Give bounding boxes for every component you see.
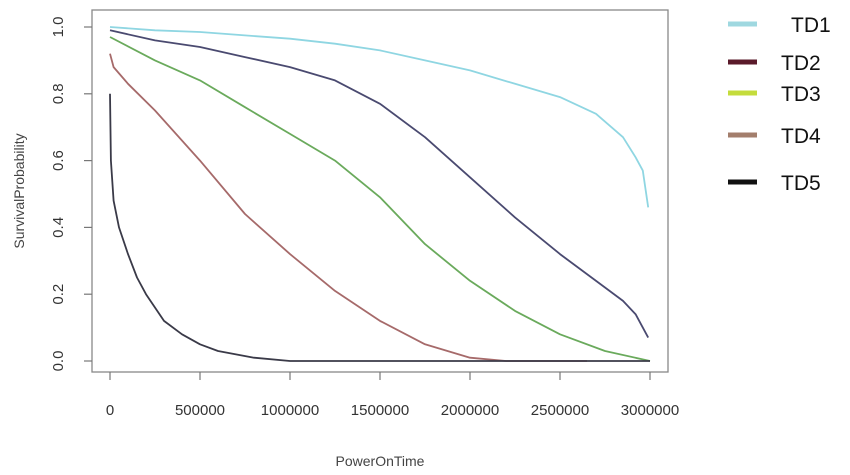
x-axis-title: PowerOnTime: [336, 453, 425, 469]
x-tick-label: 1000000: [261, 402, 319, 419]
x-axis: 0 500000 1000000 1500000 2000000 2500000 30000…: [106, 372, 679, 419]
y-tick-label: 0.6: [50, 150, 67, 171]
x-tick-label: 3000000: [621, 402, 679, 419]
x-tick-label: 500000: [175, 402, 225, 419]
series-lines: [109, 26, 651, 362]
y-axis-title: SurvivalProbability: [11, 133, 27, 248]
x-tick-label: 2500000: [531, 402, 589, 419]
legend: TD1 TD2 TD3 TD4 TD5: [728, 14, 831, 195]
x-tick-label: 0: [106, 402, 114, 419]
series-line-1: [109, 26, 650, 208]
legend-label: TD4: [781, 125, 821, 148]
series-line-5: [109, 93, 650, 362]
x-tick-label: 1500000: [351, 402, 409, 419]
y-tick-label: 0.8: [50, 83, 67, 104]
series-line-4: [109, 53, 587, 362]
legend-label: TD2: [781, 52, 821, 75]
series-line-3: [109, 36, 651, 362]
plot-frame: [91, 9, 669, 373]
y-tick-label: 0.4: [50, 217, 67, 238]
y-tick-label: 0.2: [50, 284, 67, 305]
y-tick-label: 1.0: [50, 17, 67, 38]
y-axis: 0.0 0.2 0.4 0.6 0.8 1.0: [50, 17, 92, 372]
series-line-2: [109, 29, 649, 339]
legend-label: TD1: [791, 14, 831, 37]
y-tick-label: 0.0: [50, 351, 67, 372]
x-tick-label: 2000000: [441, 402, 499, 419]
legend-label: TD5: [781, 172, 821, 195]
legend-label: TD3: [781, 83, 821, 106]
